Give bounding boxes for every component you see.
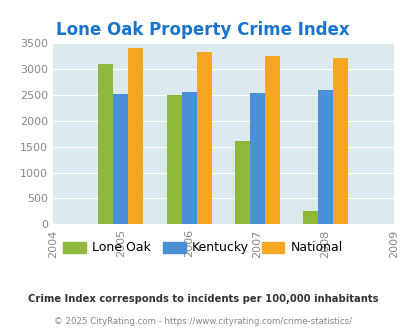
Bar: [98, 64, 113, 224]
Bar: [234, 142, 249, 224]
Bar: [264, 56, 279, 224]
Bar: [166, 95, 181, 224]
Bar: [196, 52, 211, 224]
Text: © 2025 CityRating.com - https://www.cityrating.com/crime-statistics/: © 2025 CityRating.com - https://www.city…: [54, 317, 351, 326]
Bar: [332, 58, 347, 224]
Bar: [249, 93, 264, 224]
Legend: Lone Oak, Kentucky, National: Lone Oak, Kentucky, National: [58, 236, 347, 259]
Bar: [303, 212, 318, 224]
Text: Crime Index corresponds to incidents per 100,000 inhabitants: Crime Index corresponds to incidents per…: [28, 294, 377, 304]
Bar: [113, 94, 128, 224]
Bar: [128, 48, 143, 224]
Bar: [318, 90, 332, 224]
Text: Lone Oak Property Crime Index: Lone Oak Property Crime Index: [56, 21, 349, 39]
Bar: [181, 92, 196, 224]
